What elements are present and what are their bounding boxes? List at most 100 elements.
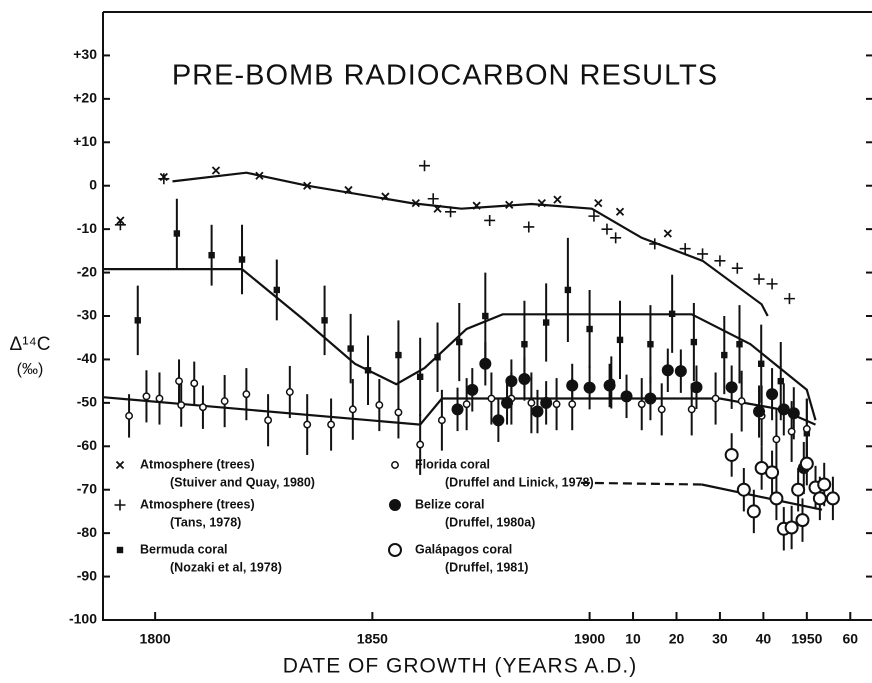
- marker-part: [381, 192, 390, 201]
- marker-part: [411, 198, 420, 208]
- point: [679, 243, 691, 255]
- marker-part: [537, 198, 546, 208]
- marker-part: [601, 223, 613, 235]
- point: [753, 405, 766, 418]
- marker-part: [472, 201, 481, 210]
- y-axis-unit: (‰): [17, 361, 44, 378]
- marker-part: [155, 394, 164, 403]
- point: [437, 416, 446, 425]
- point: [364, 367, 372, 374]
- point: [537, 198, 546, 208]
- y-tick-label: +20: [73, 90, 97, 106]
- marker-part: [416, 373, 424, 380]
- marker-part: [583, 381, 596, 394]
- point: [615, 207, 625, 216]
- marker-part: [389, 499, 401, 511]
- marker-part: [564, 286, 572, 294]
- point: [416, 373, 424, 380]
- marker-part: [753, 273, 765, 285]
- legend-marker: [388, 543, 402, 557]
- point: [242, 390, 251, 399]
- marker-part: [505, 375, 518, 388]
- marker-part: [451, 403, 464, 416]
- marker-part: [479, 357, 492, 370]
- point: [521, 341, 528, 348]
- point: [375, 401, 384, 409]
- point: [255, 171, 264, 180]
- marker-part: [552, 400, 561, 409]
- point: [427, 193, 439, 205]
- marker-part: [273, 286, 280, 294]
- trend-line: [580, 481, 702, 486]
- y-tick-label: +30: [73, 46, 97, 62]
- point: [566, 379, 579, 392]
- point: [501, 396, 514, 409]
- point: [273, 286, 280, 294]
- marker-part: [647, 341, 654, 348]
- y-tick-label: -40: [77, 350, 97, 366]
- marker-part: [487, 394, 496, 403]
- marker-part: [772, 435, 781, 444]
- marker-part: [445, 206, 457, 218]
- point: [586, 325, 593, 333]
- y-tick-label: -60: [77, 437, 97, 453]
- point: [795, 513, 810, 528]
- marker-part: [758, 360, 765, 367]
- marker-part: [255, 171, 264, 180]
- point: [783, 293, 795, 305]
- marker-part: [644, 392, 657, 405]
- marker-part: [375, 401, 384, 409]
- marker-part: [208, 252, 215, 259]
- marker-part: [697, 248, 709, 260]
- point: [484, 214, 496, 226]
- point: [433, 204, 442, 213]
- point: [479, 357, 492, 370]
- point: [758, 360, 765, 367]
- x-tick-label: 1850: [357, 631, 388, 647]
- marker-part: [437, 416, 446, 425]
- legend-label: Galápagos coral: [415, 542, 512, 556]
- point: [777, 403, 790, 416]
- marker-part: [173, 230, 181, 237]
- y-tick-label: -70: [77, 480, 97, 496]
- point: [812, 491, 827, 506]
- point: [668, 310, 676, 318]
- point: [769, 491, 784, 506]
- legend-source: (Druffel, 1980a): [445, 515, 535, 529]
- marker-part: [115, 460, 125, 470]
- x-tick-label: 10: [625, 631, 641, 647]
- marker-part: [568, 400, 577, 409]
- point: [697, 248, 709, 260]
- point: [125, 411, 134, 420]
- point: [687, 405, 696, 414]
- point: [588, 210, 600, 222]
- legend-source: (Druffel, 1981): [445, 560, 528, 574]
- point: [456, 338, 463, 346]
- point: [583, 381, 596, 394]
- marker-part: [724, 447, 739, 462]
- marker-part: [799, 456, 814, 471]
- marker-part: [238, 256, 246, 263]
- marker-part: [501, 396, 514, 409]
- point: [466, 383, 479, 396]
- y-tick-label: -100: [69, 611, 97, 627]
- point: [553, 195, 562, 204]
- x-tick-label: 40: [756, 631, 772, 647]
- point: [177, 401, 186, 409]
- point: [657, 405, 666, 414]
- marker-part: [637, 400, 646, 409]
- point: [198, 403, 207, 412]
- marker-part: [142, 392, 151, 401]
- point: [661, 364, 674, 377]
- point: [394, 408, 403, 417]
- y-tick-label: -30: [77, 307, 97, 323]
- marker-part: [594, 198, 603, 208]
- point: [208, 252, 215, 259]
- marker-part: [765, 465, 780, 480]
- point: [472, 201, 481, 210]
- point: [211, 166, 221, 175]
- point: [594, 198, 603, 208]
- marker-part: [116, 546, 124, 554]
- point: [462, 400, 471, 409]
- marker-part: [462, 400, 471, 409]
